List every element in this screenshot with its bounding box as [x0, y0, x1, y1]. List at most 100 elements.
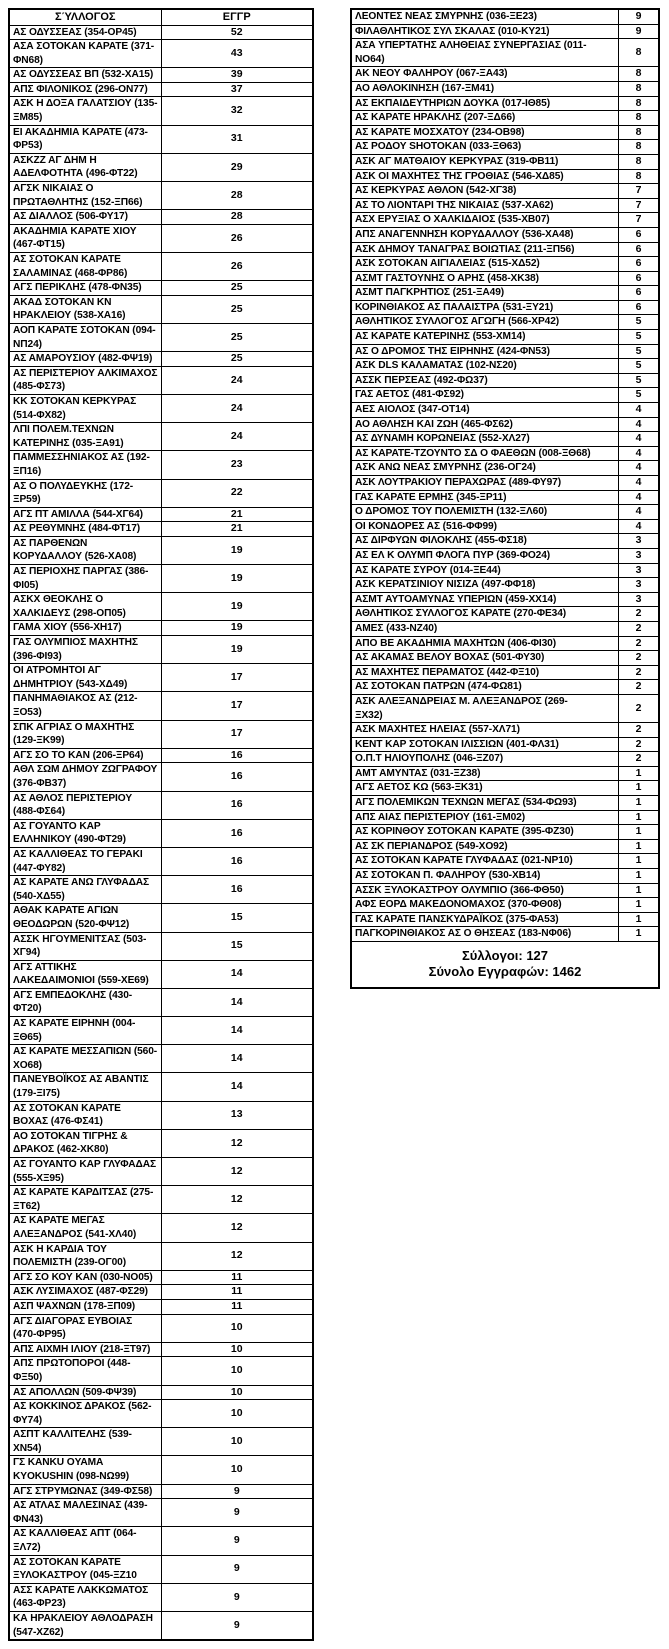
table-row: ΑΣΜΤ ΠΑΓΚΡΗΤΙΟΣ (251-ΞΑ49) 6 [350, 285, 660, 301]
table-row: ΑΓΣ ΣΤΡΥΜΩΝΑΣ (349-ΦΣ58) 9 [8, 1483, 314, 1500]
table-row: ΑΣ ΠΑΡΘΕΝΩΝ ΚΟΡΥΔΑΛΛΟΥ (526-ΧΑ08) 19 [8, 535, 314, 566]
club-name: ΑΣΣΚ ΞΥΛΟΚΑΣΤΡΟΥ ΟΛΥΜΠΙΟ (366-ΦΘ50) [350, 882, 619, 899]
table-row: ΑΣ ΑΜΑΡΟΥΣΙΟΥ (482-ΦΨ19) 25 [8, 351, 314, 367]
table-row: ΑΣ ΤΟ ΛΙΟΝΤΑΡΙ ΤΗΣ ΝΙΚΑΙΑΣ (537-ΧΑ62) 7 [350, 197, 660, 214]
club-name: ΑΣ ΑΜΑΡΟΥΣΙΟΥ (482-ΦΨ19) [8, 351, 162, 367]
registration-count: 8 [618, 139, 660, 155]
table-row: ΑΚ ΝΕΟΥ ΦΑΛΗΡΟΥ (067-ΞΑ43) 8 [350, 66, 660, 82]
table-row: ΑΣ ΟΔΥΣΣΕΑΣ ΒΠ (532-ΧΑ15) 39 [8, 67, 314, 83]
club-name: ΑΣ ΚΑΡΑΤΕ ΣΥΡΟΥ (014-ΞΕ44) [350, 562, 619, 579]
club-name: ΑΓΣ ΠΟΛΕΜΙΚΩΝ ΤΕΧΝΩΝ ΜΕΓΑΣ (534-ΦΩ93) [350, 795, 619, 811]
registration-count: 11 [160, 1284, 314, 1300]
club-name: ΑΘΛΗΤΙΚΟΣ ΣΥΛΛΟΓΟΣ ΚΑΡΑΤΕ (270-ΦΕ34) [350, 606, 619, 622]
registration-count: 2 [618, 664, 660, 681]
table-row: ΑΣ ΑΤΛΑΣ ΜΑΛΕΣΙΝΑΣ (439-ΦΝ43) 9 [8, 1498, 314, 1528]
registration-count: 2 [618, 679, 660, 695]
table-row: ΑΣ ΓΟΥΑΝΤΟ ΚΑΡ ΓΛΥΦΑΔΑΣ (555-ΧΞ95) 12 [8, 1156, 314, 1187]
club-name: ΑΘΛΗΤΙΚΟΣ ΣΥΛΛΟΓΟΣ ΑΓΩΓΗ (566-ΧΡ42) [350, 314, 619, 331]
table-row: ΑΣ ΕΛ Κ ΟΛΥΜΠ ΦΛΟΓΑ ΠΥΡ (369-ΦΟ24) 3 [350, 547, 660, 564]
registration-count: 13 [160, 1100, 314, 1130]
registration-count: 1 [618, 926, 660, 942]
registration-count: 9 [618, 23, 660, 40]
club-name: ΑΓΣ ΑΕΤΟΣ ΚΩ (563-ΞΚ31) [350, 780, 619, 797]
club-name: ΑΣΣΚ ΠΕΡΣΕΑΣ (492-ΦΩ37) [350, 372, 619, 389]
club-name: ΑΓΣ ΣΟ ΤΟ ΚΑΝ (206-ΞΡ64) [8, 747, 162, 764]
registration-count: 6 [618, 256, 660, 272]
registration-count: 3 [618, 577, 660, 593]
club-name: ΓΑΣ ΟΛΥΜΠΙΟΣ ΜΑΧΗΤΗΣ (396-ΦΙ93) [8, 635, 162, 665]
club-name: ΑΣΜΤ ΓΑΣΤΟΥΝΗΣ Ο ΑΡΗΣ (458-ΧΚ38) [350, 270, 619, 287]
registration-count: 1 [618, 897, 660, 913]
registration-count: 4 [618, 489, 660, 506]
club-name: Ο.Π.Τ ΗΛΙΟΥΠΟΛΗΣ (046-ΞΖ07) [350, 751, 619, 767]
registration-count: 2 [618, 620, 660, 637]
club-name: ΑΟ ΑΘΛΟΚΙΝΗΣΗ (167-ΞΜ41) [350, 80, 619, 97]
registration-count: 2 [618, 650, 660, 666]
table-row: ΑΟ ΑΘΛΗΣΗ ΚΑΙ ΖΩΗ (465-ΦΣ62) 4 [350, 416, 660, 433]
club-name: ΑΘΑΚ ΚΑΡΑΤΕ ΑΓΙΩΝ ΘΕΟΔΩΡΩΝ (520-ΦΨ12) [8, 903, 162, 933]
table-row: ΑΣΚ ΑΛΕΞΑΝΔΡΕΙΑΣ Μ. ΑΛΕΞΑΝΔΡΟΣ (269- ΞΧ3… [350, 693, 660, 724]
club-name: ΓΣ KANKU OYAMA KYOKUSHIN (098-ΝΩ99) [8, 1455, 162, 1485]
club-name: ΑΣΚ ΔΗΜΟΥ ΤΑΝΑΓΡΑΣ ΒΟΙΩΤΙΑΣ (211-ΞΠ56) [350, 241, 619, 258]
club-name: ΑΣΑ ΥΠΕΡΤΑΤΗΣ ΑΛΗΘΕΙΑΣ ΣΥΝΕΡΓΑΣΙΑΣ (011-… [350, 38, 619, 68]
registration-count: 7 [618, 183, 660, 199]
club-name: ΑΠΣ ΦΙΛΟΝΙΚΟΣ (296-ΟΝ77) [8, 81, 162, 98]
registration-count: 12 [160, 1128, 314, 1159]
registration-count: 9 [160, 1483, 314, 1500]
club-name: ΑΣ ΜΑΧΗΤΕΣ ΠΕΡΑΜΑΤΟΣ (442-ΦΞ10) [350, 664, 619, 681]
table-row: ΑΟ ΣΟΤΟΚΑΝ ΤΙΓΡΗΣ & ΔΡΑΚΟΣ (462-ΧΚ80) 12 [8, 1128, 314, 1159]
club-name: ΑΣ ΚΑΡΑΤΕ ΚΑΤΕΡΙΝΗΣ (553-ΧΜ14) [350, 329, 619, 345]
registration-count: 19 [160, 620, 314, 637]
registration-count: 14 [160, 1016, 314, 1046]
club-name: ΑΣ ΚΕΡΚΥΡΑΣ ΑΘΛΟΝ (542-ΧΓ38) [350, 183, 619, 199]
table-row: ΛΕΟΝΤΕΣ ΝΕΑΣ ΣΜΥΡΝΗΣ (036-ΞΕ23) 9 [350, 8, 660, 25]
registration-count: 4 [618, 402, 660, 418]
table-row: ΣΠΚ ΑΓΡΙΑΣ Ο ΜΑΧΗΤΗΣ (129-ΞΚ99) 17 [8, 719, 314, 749]
registration-count: 17 [160, 663, 314, 693]
registration-count: 8 [618, 80, 660, 97]
registration-count: 4 [618, 416, 660, 433]
club-name: ΟΙ ΚΟΝΔΟΡΕΣ ΑΣ (516-ΦΦ99) [350, 518, 619, 535]
table-row: ΓΑΣ ΑΕΤΟΣ (481-ΦΣ92) 5 [350, 387, 660, 404]
club-name: ΑΣ ΓΟΥΑΝΤΟ ΚΑΡ ΕΛΛΗΝΙΚΟΥ (490-ΦΤ29) [8, 818, 162, 848]
table-row: ΑΣΚ ΛΟΥΤΡΑΚΙΟΥ ΠΕΡΑΧΩΡΑΣ (489-ΦΥ97) 4 [350, 475, 660, 491]
table-row: ΑΣΚ ΔΗΜΟΥ ΤΑΝΑΓΡΑΣ ΒΟΙΩΤΙΑΣ (211-ΞΠ56) 6 [350, 241, 660, 258]
club-name: ΑΣ Ο ΠΟΛΥΔΕΥΚΗΣ (172-ΞΡ59) [8, 478, 162, 508]
club-name: ΑΣΠΤ ΚΑΛΛΙΤΕΛΗΣ (539-ΧΝ54) [8, 1427, 162, 1457]
registration-count: 3 [618, 562, 660, 579]
registration-count: 21 [160, 506, 314, 523]
club-name: ΑΣ ΟΔΥΣΣΕΑΣ ΒΠ (532-ΧΑ15) [8, 67, 162, 83]
table-row: ΑΣ ΓΟΥΑΝΤΟ ΚΑΡ ΕΛΛΗΝΙΚΟΥ (490-ΦΤ29) 16 [8, 818, 314, 848]
club-name: ΑΣΚ DLS ΚΑΛΑΜΑΤΑΣ (102-ΝΣ20) [350, 358, 619, 374]
club-name: ΑΣ ΡΕΘΥΜΝΗΣ (484-ΦΤ17) [8, 521, 162, 537]
club-name: ΑΣΣΚ ΗΓΟΥΜΕΝΙΤΣΑΣ (503-ΧΓ94) [8, 931, 162, 961]
club-name: ΑΣ ΚΑΡΑΤΕ ΗΡΑΚΛΗΣ (207-ΞΔ66) [350, 110, 619, 126]
registration-count: 9 [160, 1526, 314, 1556]
table-row: ΑΣ ΚΑΡΑΤΕ ΜΕΓΑΣ ΑΛΕΞΑΝΔΡΟΣ (541-ΧΛ40) 12 [8, 1213, 314, 1243]
club-name: ΑΣ ΚΑΡΑΤΕ ΚΑΡΔΙΤΣΑΣ (275-ΞΤ62) [8, 1185, 162, 1215]
club-name: ΑΣΚ ΑΛΕΞΑΝΔΡΕΙΑΣ Μ. ΑΛΕΞΑΝΔΡΟΣ (269- ΞΧ3… [350, 693, 619, 724]
club-name: ΑΣ ΚΑΡΑΤΕ ΑΝΩ ΓΛΥΦΑΔΑΣ (540-ΧΔ55) [8, 875, 162, 905]
registration-count: 10 [160, 1455, 314, 1485]
table-row: ΚΟΡΙΝΘΙΑΚΟΣ ΑΣ ΠΑΛΑΙΣΤΡΑ (531-ΞΥ21) 6 [350, 299, 660, 316]
club-name: ΑΣ ΓΟΥΑΝΤΟ ΚΑΡ ΓΛΥΦΑΔΑΣ (555-ΧΞ95) [8, 1156, 162, 1187]
registration-count: 15 [160, 903, 314, 933]
registration-count: 19 [160, 635, 314, 665]
table-row: ΚΕΝΤ ΚΑΡ ΣΟΤΟΚΑΝ ΙΛΙΣΣΙΩΝ (401-ΦΛ31) 2 [350, 736, 660, 753]
registration-count: 14 [160, 1044, 314, 1074]
table-row: ΑΣ ΣΟΤΟΚΑΝ ΚΑΡΑΤΕ ΞΥΛΟΚΑΣΤΡΟΥ (045-ΞΖ10 9 [8, 1554, 314, 1584]
registration-count: 17 [160, 691, 314, 721]
registration-count: 11 [160, 1269, 314, 1286]
table-row: ΑΣΚ ΜΑΧΗΤΕΣ ΗΛΕΙΑΣ (557-ΧΛ71) 2 [350, 722, 660, 738]
registration-count: 4 [618, 518, 660, 535]
summary-footer: Σύλλογοι: 127 Σύνολο Εγγραφών: 1462 [350, 941, 660, 989]
club-name: ΑΠΣ ΠΡΩΤΟΠΟΡΟΙ (448-ΦΞ50) [8, 1356, 162, 1386]
registration-count: 1 [618, 765, 660, 782]
table-row: ΑΓΣΚ ΝΙΚΑΙΑΣ Ο ΠΡΩΤΑΘΛΗΤΗΣ (152-ΞΠ66) 28 [8, 181, 314, 211]
club-name: ΑΣ ΕΛ Κ ΟΛΥΜΠ ΦΛΟΓΑ ΠΥΡ (369-ΦΟ24) [350, 547, 619, 564]
club-name: ΓΑΣ ΑΕΤΟΣ (481-ΦΣ92) [350, 387, 619, 404]
registration-count: 10 [160, 1341, 314, 1358]
table-row: ΑΣ ΚΕΡΚΥΡΑΣ ΑΘΛΟΝ (542-ΧΓ38) 7 [350, 183, 660, 199]
registration-count: 16 [160, 875, 314, 905]
club-name: ΑΣ ΣΟΤΟΚΑΝ ΚΑΡΑΤΕ ΞΥΛΟΚΑΣΤΡΟΥ (045-ΞΖ10 [8, 1554, 162, 1584]
